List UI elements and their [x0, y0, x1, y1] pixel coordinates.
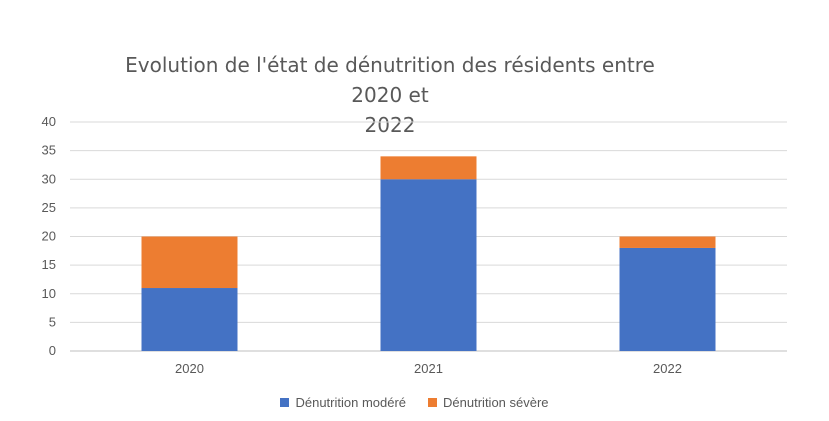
legend: Dénutrition modéré Dénutrition sévère	[0, 395, 829, 410]
chart-title-line-2: 2022	[364, 113, 416, 137]
legend-item-severe: Dénutrition sévère	[428, 395, 549, 410]
y-tick-label: 40	[42, 114, 56, 129]
bar-severe-2020	[141, 236, 238, 289]
y-tick-label: 15	[42, 257, 56, 272]
bar-moderate-2022	[619, 247, 716, 351]
bar-severe-2022	[619, 236, 716, 248]
chart-title: Evolution de l'état de dénutrition des r…	[110, 50, 670, 140]
legend-item-moderate: Dénutrition modéré	[280, 395, 406, 410]
legend-swatch-moderate	[280, 398, 290, 407]
y-tick-label: 35	[42, 143, 56, 158]
x-tick-label: 2021	[414, 361, 443, 376]
bar-severe-2021	[380, 156, 477, 180]
y-tick-label: 30	[42, 171, 56, 186]
y-tick-label: 20	[42, 229, 56, 244]
y-tick-label: 0	[49, 343, 56, 358]
bar-moderate-2020	[141, 288, 238, 351]
legend-swatch-severe	[428, 398, 438, 407]
bar-moderate-2021	[380, 179, 477, 351]
x-tick-label: 2020	[175, 361, 204, 376]
y-tick-label: 10	[42, 286, 56, 301]
x-tick-label: 2022	[653, 361, 682, 376]
legend-label-moderate: Dénutrition modéré	[295, 395, 407, 410]
y-tick-label: 25	[42, 200, 56, 215]
legend-label-severe: Dénutrition sévère	[443, 395, 549, 410]
y-tick-label: 5	[49, 314, 56, 329]
chart-title-line-1: Evolution de l'état de dénutrition des r…	[125, 53, 655, 107]
